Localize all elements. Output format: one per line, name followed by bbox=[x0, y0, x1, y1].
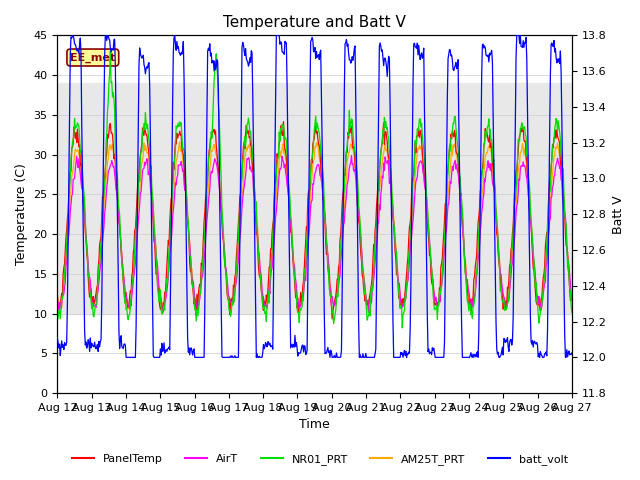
Title: Temperature and Batt V: Temperature and Batt V bbox=[223, 15, 406, 30]
Y-axis label: Temperature (C): Temperature (C) bbox=[15, 163, 28, 265]
Bar bbox=[58, 83, 572, 313]
Text: EE_met: EE_met bbox=[70, 52, 115, 63]
X-axis label: Time: Time bbox=[300, 419, 330, 432]
Y-axis label: Batt V: Batt V bbox=[612, 195, 625, 234]
Legend: PanelTemp, AirT, NR01_PRT, AM25T_PRT, batt_volt: PanelTemp, AirT, NR01_PRT, AM25T_PRT, ba… bbox=[68, 450, 572, 469]
